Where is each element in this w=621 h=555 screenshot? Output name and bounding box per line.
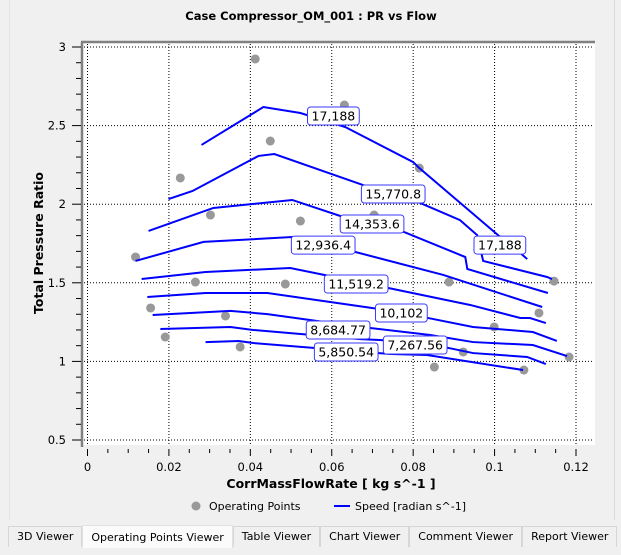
operating-point — [429, 362, 439, 372]
speed-line — [152, 309, 568, 358]
legend: Operating Points Speed [radian s^-1] — [191, 500, 466, 513]
operating-point — [519, 365, 529, 375]
y-tick-label: 2 — [59, 197, 66, 211]
tab-chart-viewer[interactable]: Chart Viewer — [320, 526, 410, 547]
tab-table-viewer[interactable]: Table Viewer — [232, 526, 321, 547]
speed-label-box — [382, 335, 448, 355]
viewer-tab-bar: 3D Viewer Operating Points Viewer Table … — [8, 525, 618, 548]
speed-line-label: 7,267.56 — [382, 335, 448, 355]
speed-line-label: 15,770.8 — [360, 184, 426, 204]
speed-line-label: 17,188 — [307, 106, 360, 126]
speed-label-text: 10,102 — [379, 305, 423, 320]
x-tick-label: 0.12 — [563, 460, 589, 474]
operating-point — [280, 279, 290, 289]
operating-point — [265, 136, 275, 146]
operating-point — [146, 303, 156, 313]
speed-label-text: 5,850.54 — [318, 344, 374, 359]
right-scrollbar-panel[interactable] — [600, 0, 621, 520]
legend-speed-label: Speed [radian s^-1] — [355, 500, 466, 513]
operating-point — [444, 277, 454, 287]
operating-point — [295, 216, 305, 226]
speed-line — [141, 267, 547, 324]
speed-label-box — [307, 106, 360, 126]
speed-line-label: 14,353.6 — [339, 214, 405, 234]
operating-point — [160, 332, 170, 342]
speed-label-box — [313, 342, 379, 362]
x-tick-label: 0.08 — [400, 460, 426, 474]
y-tick-label: 0.5 — [48, 433, 66, 447]
speed-label-text: 14,353.6 — [344, 217, 400, 232]
tab-3d-viewer[interactable]: 3D Viewer — [8, 526, 83, 547]
legend-operating-points-label: Operating Points — [209, 500, 301, 513]
operating-point — [131, 252, 141, 262]
x-tick-label: 0.1 — [485, 460, 503, 474]
operating-point — [190, 277, 200, 287]
speed-label-text: 15,770.8 — [365, 186, 421, 201]
pr-vs-flow-chart: Case Compressor_OM_001 : PR vs Flow 0.5 1… — [31, 9, 595, 513]
operating-point — [235, 342, 245, 352]
speed-label-box — [374, 303, 428, 323]
speed-label-box — [323, 274, 389, 294]
tab-operating-points-viewer[interactable]: Operating Points Viewer — [82, 525, 233, 548]
y-tick-label: 3 — [59, 40, 66, 54]
x-tick-label: 0.04 — [238, 460, 264, 474]
operating-point — [489, 322, 499, 332]
tab-comment-viewer[interactable]: Comment Viewer — [409, 526, 523, 547]
x-tick-label: 0.02 — [156, 460, 182, 474]
speed-label-text: 7,267.56 — [387, 338, 443, 353]
x-axis-title: CorrMassFlowRate [ kg s^-1 ] — [226, 476, 435, 491]
speed-line-label: 12,936.4 — [290, 235, 356, 255]
speed-line-label: 11,519.2 — [323, 274, 389, 294]
operating-point — [221, 311, 231, 321]
operating-point — [564, 352, 574, 362]
operating-point — [534, 308, 544, 318]
speed-label-box — [339, 214, 405, 234]
y-tick-label: 1.5 — [48, 276, 66, 290]
speed-label-box — [360, 184, 426, 204]
speed-line-label: 10,102 — [374, 303, 428, 323]
x-tick-label: 0 — [84, 460, 91, 474]
speed-label-box — [290, 235, 356, 255]
speed-line-label: 5,850.54 — [313, 342, 379, 362]
operating-point — [175, 173, 185, 183]
chart-title: Case Compressor_OM_001 : PR vs Flow — [185, 9, 437, 24]
speed-label-text: 17,188 — [478, 238, 522, 253]
speed-label-text: 12,936.4 — [295, 238, 351, 253]
x-tick-label: 0.06 — [319, 460, 345, 474]
speed-label-box — [473, 235, 527, 255]
left-panel-edge — [0, 0, 10, 520]
speed-label-text: 17,188 — [312, 109, 356, 124]
tab-report-viewer[interactable]: Report Viewer — [522, 526, 618, 547]
speed-label-text: 11,519.2 — [328, 277, 384, 292]
speed-line-label: 17,188 — [473, 235, 527, 255]
y-tick-label: 1 — [59, 354, 66, 368]
operating-point — [205, 210, 215, 220]
operating-point — [250, 54, 260, 64]
speed-label-text: 8,684.77 — [310, 322, 366, 337]
legend-operating-points-marker — [191, 501, 201, 511]
speed-line-label: 8,684.77 — [305, 320, 371, 340]
y-axis-title: Total Pressure Ratio — [31, 172, 46, 314]
speed-label-box — [305, 320, 371, 340]
y-tick-label: 2.5 — [48, 119, 66, 133]
